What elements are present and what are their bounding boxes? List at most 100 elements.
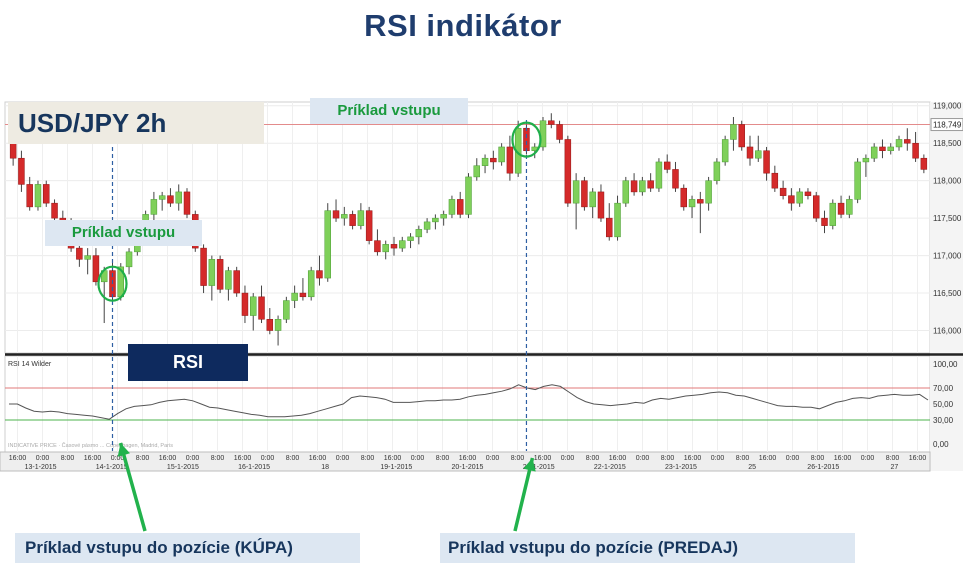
rsi-tick-label: 0,00: [933, 440, 949, 449]
candle: [307, 270, 315, 298]
last-price-box: [930, 118, 963, 132]
x-time-label: 0:00: [111, 455, 125, 462]
x-time-label: 16:00: [534, 455, 552, 462]
x-time-label: 8:00: [511, 455, 525, 462]
candle: [879, 146, 886, 151]
candle: [548, 120, 555, 125]
candle: [374, 240, 381, 253]
rsi-tick-label: 100,00: [933, 360, 958, 369]
candle: [399, 240, 406, 249]
candle: [821, 217, 828, 226]
candle: [920, 157, 928, 170]
candle: [647, 180, 654, 189]
x-time-label: 16:00: [759, 455, 777, 462]
candle: [316, 270, 323, 279]
x-time-label: 16:00: [834, 455, 852, 462]
candle: [697, 199, 704, 204]
candle: [870, 146, 878, 159]
candle: [183, 191, 191, 215]
candle: [150, 199, 158, 215]
price-tick-label: 118,500: [933, 139, 962, 148]
candle: [200, 247, 207, 286]
candle: [324, 210, 331, 279]
last-price-label: 118,749: [933, 121, 962, 130]
candle: [440, 214, 447, 219]
rsi-line: [9, 384, 929, 420]
candle: [341, 214, 348, 219]
entry-example-label-top: Príklad vstupu: [310, 98, 468, 124]
candle: [622, 180, 630, 204]
x-date-label: 26-1-2015: [807, 464, 839, 471]
candle: [589, 191, 596, 208]
candle: [846, 199, 853, 215]
x-time-label: 8:00: [811, 455, 825, 462]
candle: [895, 139, 903, 148]
candle: [630, 180, 638, 193]
x-date-label: 23-1-2015: [665, 464, 697, 471]
x-time-label: 16:00: [159, 455, 177, 462]
candle: [779, 187, 787, 196]
price-tick-label: 116,000: [933, 327, 962, 336]
candle: [812, 195, 820, 219]
x-time-label: 0:00: [411, 455, 425, 462]
candle: [365, 210, 373, 241]
candle: [490, 157, 497, 163]
candle: [498, 146, 505, 163]
candle: [423, 221, 431, 230]
x-date-label: 16-1-2015: [238, 464, 270, 471]
x-time-label: 0:00: [561, 455, 575, 462]
chart-panel: 119,000 118,500 118,000 117,500 117,000 116,5…: [0, 101, 963, 472]
candle: [473, 165, 481, 178]
entry-example-label-left: Príklad vstupu: [45, 220, 202, 246]
candle: [713, 161, 721, 181]
x-time-label: 16:00: [384, 455, 402, 462]
candle: [51, 202, 58, 219]
price-tick-label: 116,500: [933, 289, 962, 298]
x-time-label: 8:00: [886, 455, 900, 462]
price-tick-label: 117,500: [933, 214, 962, 223]
candle: [407, 236, 414, 241]
candle: [415, 229, 423, 238]
candle: [746, 146, 754, 159]
x-date-label: 20-1-2015: [452, 464, 484, 471]
candle: [564, 139, 572, 204]
x-time-label: 16:00: [234, 455, 252, 462]
rsi-tick-label: 70,00: [933, 384, 954, 393]
candle: [862, 157, 870, 163]
x-date-label: 15-1-2015: [167, 464, 199, 471]
candle: [597, 191, 605, 219]
x-time-label: 0:00: [486, 455, 500, 462]
x-time-label: 8:00: [736, 455, 750, 462]
candle: [9, 142, 17, 159]
x-time-label: 16:00: [684, 455, 702, 462]
candle: [639, 180, 646, 193]
candle: [291, 292, 298, 301]
x-date-label: 14-1-2015: [96, 464, 128, 471]
candle: [299, 292, 307, 298]
candle: [465, 176, 472, 215]
candle: [208, 259, 216, 286]
candle: [26, 184, 33, 208]
candle: [763, 150, 770, 174]
buy-highlight-circle: [97, 265, 128, 302]
x-date-label: 27: [891, 464, 899, 471]
x-time-label: 0:00: [786, 455, 800, 462]
x-time-label: 0:00: [336, 455, 350, 462]
candle: [887, 146, 894, 151]
candle: [721, 139, 729, 163]
candle: [506, 146, 514, 174]
buy-entry-caption: Príklad vstupu do pozície (KÚPA): [15, 533, 360, 563]
candle: [175, 191, 182, 204]
candle: [680, 187, 687, 208]
candle: [34, 184, 42, 208]
candle: [332, 210, 340, 219]
candle: [912, 142, 919, 159]
x-time-label: 8:00: [211, 455, 225, 462]
candle: [672, 169, 679, 189]
candle: [606, 217, 613, 238]
candle: [829, 202, 837, 226]
candle: [556, 124, 563, 140]
candle: [125, 251, 133, 268]
x-time-label: 8:00: [586, 455, 600, 462]
candle: [274, 319, 282, 331]
